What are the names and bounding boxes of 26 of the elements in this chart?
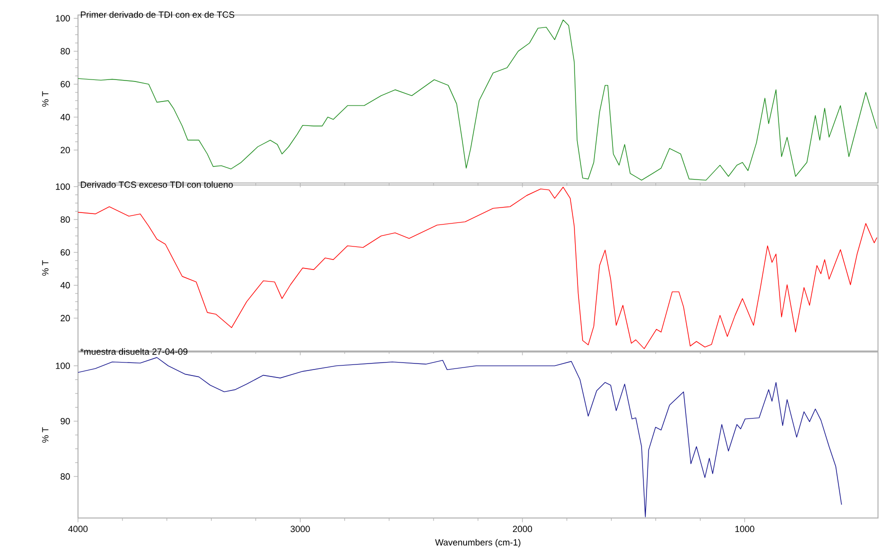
y-tick-label: 100 — [56, 15, 70, 22]
y-tick-label: 100 — [56, 362, 70, 369]
y-axis-title: % T — [42, 91, 48, 107]
y-axis-title: % T — [42, 260, 48, 276]
chart-title: Primer derivado de TDI con ex de TCS — [80, 11, 234, 18]
x-tick-label: 3000 — [290, 526, 310, 532]
y-tick-label: 20 — [60, 314, 70, 322]
y-tick-label: 40 — [60, 114, 70, 120]
y-tick-label: 40 — [60, 282, 70, 288]
x-tick-label: 2000 — [512, 526, 532, 532]
y-tick-label: 80 — [60, 473, 70, 480]
y-tick-label: 90 — [60, 418, 70, 424]
y-tick-label: 20 — [60, 146, 70, 154]
y-tick-label: 80 — [60, 48, 70, 54]
chart-title: Derivado TCS exceso TDI con tolueno — [80, 181, 233, 188]
chart-title: *muestra disuelta 27-04-09 — [80, 348, 188, 355]
x-tick-label: 1000 — [735, 526, 754, 532]
line-series — [78, 186, 878, 350]
y-tick-label: 60 — [60, 80, 70, 88]
y-tick-label: 80 — [60, 216, 70, 223]
x-axis-title: Wavenumbers (cm-1) — [435, 538, 520, 548]
y-tick-label: 100 — [56, 183, 70, 190]
line-series — [78, 20, 878, 181]
x-tick-label: 4000 — [68, 526, 88, 532]
y-axis-title: % T — [42, 427, 48, 443]
y-tick-label: 60 — [60, 249, 70, 256]
